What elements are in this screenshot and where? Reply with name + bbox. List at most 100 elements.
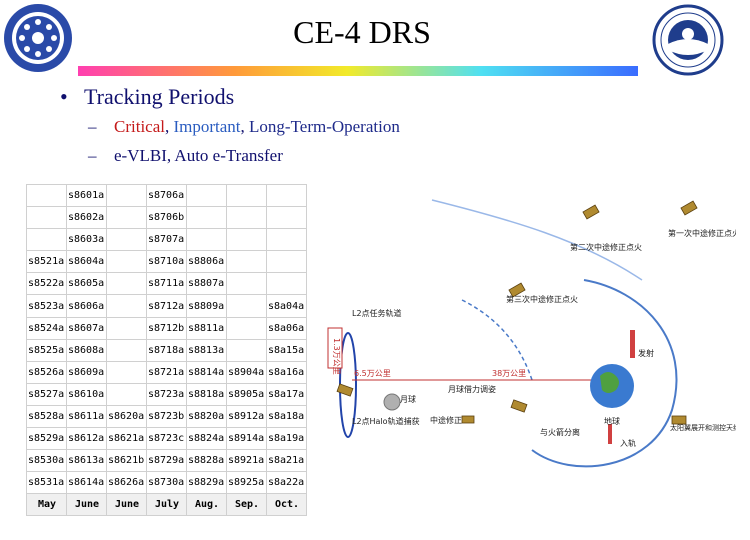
satellite-icon — [510, 399, 528, 413]
transfer-orbit-arc — [531, 279, 678, 468]
category-important: Important — [173, 117, 241, 136]
table-cell — [226, 316, 267, 340]
category-critical: Critical — [114, 117, 165, 136]
table-cell — [266, 250, 307, 274]
label-lunar-transfer: 月球借力调姿 — [448, 384, 496, 394]
table-cell: s8527a — [26, 382, 67, 406]
table-cell: s8712a — [146, 294, 187, 318]
label-rocket-separation: 与火箭分离 — [540, 427, 580, 437]
observatory-logo — [652, 4, 724, 76]
table-cell: s8904a — [226, 360, 267, 384]
rocket-stage-icon — [608, 424, 612, 444]
label-second-correction: 第二次中途修正点火 — [570, 242, 642, 252]
table-cell: s8530a — [26, 449, 67, 473]
table-cell: s8921a — [226, 449, 267, 473]
table-cell — [266, 272, 307, 296]
table-row: s8531a s8614a s8626a s8730a s8829a s8925a s8a2… — [26, 471, 307, 495]
outer-arc — [431, 199, 643, 281]
table-row: s8524a s8607a s8712b s8811a s8a06a — [26, 316, 307, 340]
table-cell: s8610a — [66, 382, 107, 406]
label-launch: 发射 — [638, 348, 654, 358]
table-cell: s8607a — [66, 316, 107, 340]
month-label: July — [146, 493, 187, 517]
table-cell: s8601a — [66, 183, 107, 208]
table-cell: s8602a — [66, 206, 107, 230]
table-cell: s8605a — [66, 272, 107, 296]
cas-logo — [4, 4, 72, 72]
table-cell: s8528a — [26, 404, 67, 429]
correction-path — [461, 299, 533, 381]
table-cell: s8604a — [66, 250, 107, 274]
table-cell: s8710a — [146, 250, 187, 274]
label-distance-short: 6.5万公里 — [354, 369, 391, 378]
table-row: s8525a s8608a s8718a s8813a s8a15a — [26, 338, 307, 362]
table-cell — [226, 250, 267, 274]
table-cell: s8718a — [146, 338, 187, 362]
table-cell — [186, 183, 227, 208]
table-cell: s8626a — [106, 471, 147, 495]
table-cell: s8531a — [26, 471, 67, 495]
table-cell: s8609a — [66, 360, 107, 384]
table-row: s8526a s8609a s8721a s8814a s8904a s8a16a — [26, 360, 307, 384]
label-third-correction: 第三次中途修正点火 — [506, 294, 578, 304]
separator: , — [240, 117, 250, 136]
label-moon: 月球 — [400, 394, 416, 404]
table-cell: s8522a — [26, 272, 67, 296]
table-cell: s8620a — [106, 404, 147, 429]
table-cell: s8a22a — [266, 471, 307, 495]
month-label: June — [66, 493, 107, 517]
table-cell: s8a04a — [266, 294, 307, 318]
table-cell: s8806a — [186, 250, 227, 274]
table-cell: s8525a — [26, 338, 67, 362]
diagram-background — [312, 180, 736, 510]
table-cell — [106, 183, 147, 208]
table-cell — [26, 228, 67, 252]
bullet-dot-icon: • — [60, 84, 68, 109]
table-cell — [106, 316, 147, 340]
sub-bullet-text: e-VLBI, Auto e-Transfer — [114, 146, 283, 165]
table-cell: s8828a — [186, 449, 227, 473]
dash-icon: – — [88, 146, 97, 165]
table-cell — [106, 294, 147, 318]
table-cell: s8712b — [146, 316, 187, 340]
table-cell — [266, 183, 307, 208]
table-row: s8521a s8604a s8710a s8806a — [26, 250, 307, 274]
label-first-correction: 第一次中途修正点火 — [668, 228, 736, 238]
vertical-distance-box — [327, 327, 343, 369]
slide-title: CE-4 DRS — [293, 14, 431, 50]
label-distance-long: 38万公里 — [492, 369, 526, 378]
table-cell: s8811a — [186, 316, 227, 340]
satellite-icon — [461, 415, 475, 424]
table-cell: s8721a — [146, 360, 187, 384]
table-cell: s8a06a — [266, 316, 307, 340]
table-cell — [266, 228, 307, 252]
table-cell — [26, 183, 67, 208]
table-cell: s8711a — [146, 272, 187, 296]
table-cell — [106, 360, 147, 384]
table-cell — [186, 228, 227, 252]
tracking-schedule-table: s8601a s8706a s8602a s8706b s8603a s8707a s852… — [26, 183, 307, 517]
moon-icon — [383, 393, 401, 411]
satellite-icon — [582, 204, 600, 220]
month-label: Oct. — [266, 493, 307, 517]
table-row: s8530a s8613a s8621b s8729a s8828a s8921a s8a2… — [26, 449, 307, 473]
table-cell: s8914a — [226, 427, 267, 451]
table-cell: s8729a — [146, 449, 187, 473]
satellite-icon — [508, 282, 526, 298]
table-cell: s8608a — [66, 338, 107, 362]
table-cell: s8925a — [226, 471, 267, 495]
table-cell: s8621a — [106, 427, 147, 451]
table-cell: s8521a — [26, 250, 67, 274]
label-earth: 地球 — [604, 416, 620, 426]
month-label: Aug. — [186, 493, 227, 517]
month-label: Sep. — [226, 493, 267, 517]
table-row: s8523a s8606a s8712a s8809a s8a04a — [26, 294, 307, 318]
table-cell — [106, 338, 147, 362]
table-cell: s8a19a — [266, 427, 307, 451]
month-label: May — [26, 493, 67, 517]
rocket-icon — [630, 330, 635, 358]
table-cell: s8524a — [26, 316, 67, 340]
bullet-tracking-periods: • Tracking Periods — [60, 84, 234, 110]
table-cell — [186, 206, 227, 230]
table-cell: s8723b — [146, 404, 187, 429]
